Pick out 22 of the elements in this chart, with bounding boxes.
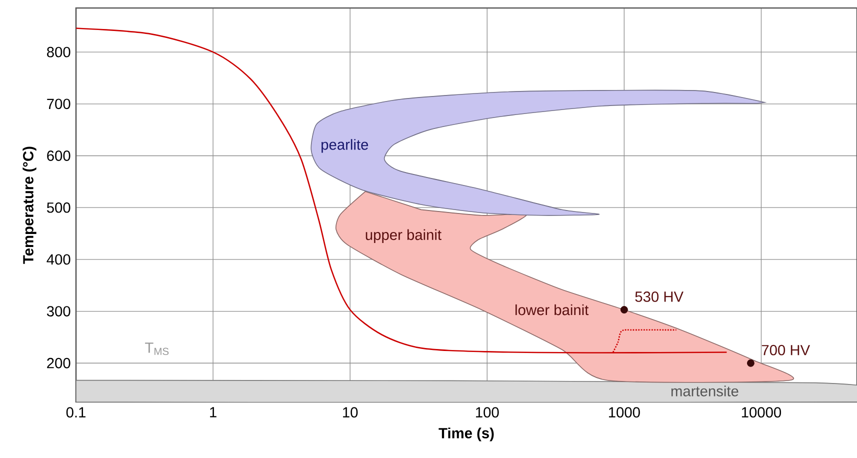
y-tick-label: 800 [47,46,70,58]
annotation: pearlite [322,139,368,153]
x-tick-label: 1 [210,407,216,418]
annotation: upper bainit [366,229,442,243]
x-tick-label: 10 [343,407,358,418]
annotation: T$_{MS}$ [145,342,169,356]
y-tick-label: 600 [47,150,70,161]
annotation: 530 HV [635,292,684,302]
y-tick-label: 200 [47,358,70,368]
y-tick-label: 500 [46,202,70,213]
annotation: lower bainit [516,304,589,316]
annotation: 700 HV [762,344,810,356]
y-tick-label: 400 [46,254,70,265]
y-axis-title: Temperature (°C) [22,146,36,264]
x-axis-title: Time (s) [438,428,494,442]
x-tick-label: 1000 [608,407,640,418]
x-tick-label: 0.1 [66,407,86,418]
y-tick-label: 700 [47,98,70,110]
y-tick-label: 300 [46,306,70,316]
x-tick-label: 100 [476,407,499,418]
annotation: martensite [671,386,738,396]
x-tick-label: 10000 [742,407,782,418]
